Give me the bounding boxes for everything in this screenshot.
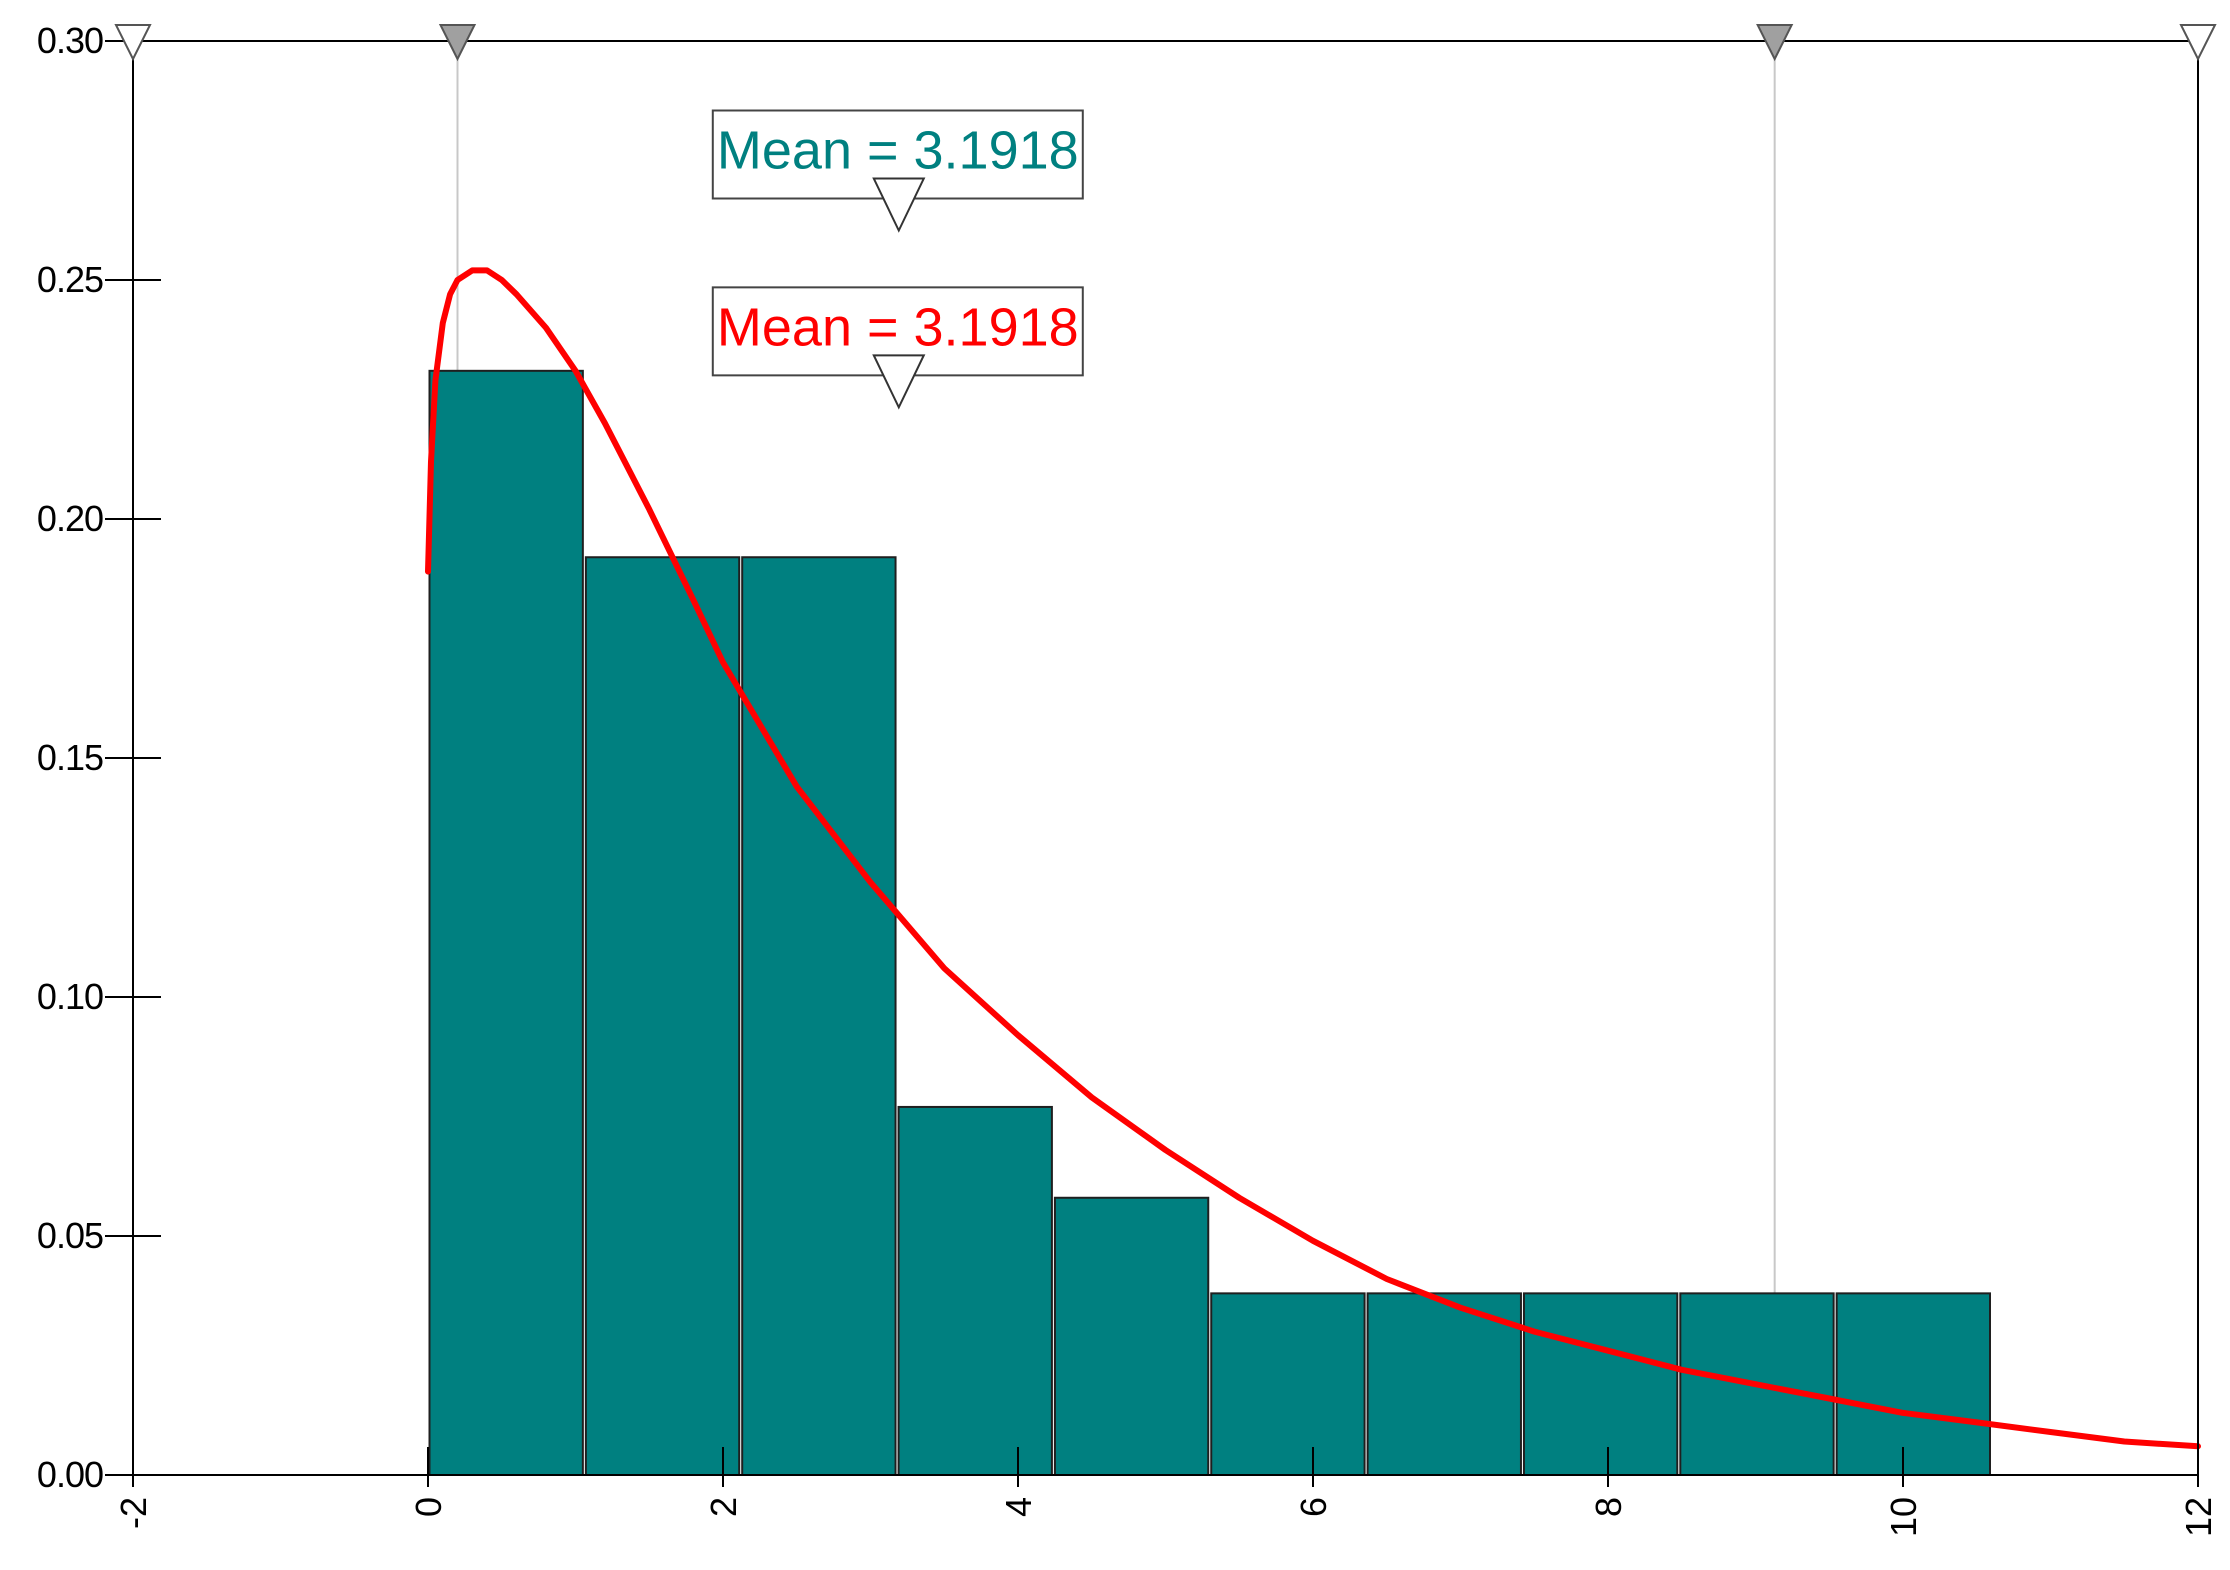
x-tick-label: 0 — [408, 1497, 449, 1517]
x-tick-label: 8 — [1588, 1497, 1629, 1517]
delimiter-marker-filled[interactable] — [438, 24, 477, 62]
x-axis-ticks: -2 0 2 4 6 8 10 12 — [113, 1447, 2219, 1537]
histogram-bar — [428, 369, 584, 1477]
y-axis-ticks: 0.00 0.05 0.10 0.15 0.20 0.25 0.30 — [37, 20, 161, 1495]
histogram-bars — [428, 369, 1992, 1477]
y-tick-label: 0.20 — [37, 498, 103, 539]
y-tick-label: 0.00 — [37, 1454, 103, 1495]
delimiter-marker-filled[interactable] — [1756, 24, 1794, 62]
histogram-bar — [1053, 1196, 1210, 1476]
delimiter-marker-open[interactable] — [114, 24, 152, 62]
histogram-bar — [1210, 1292, 1366, 1476]
x-tick-label: -2 — [113, 1497, 154, 1529]
x-tick-label: 2 — [703, 1497, 744, 1517]
x-tick-label: 6 — [1293, 1497, 1334, 1517]
mean-label-text: Mean = 3.1918 — [717, 121, 1079, 181]
x-tick-label: 12 — [2178, 1497, 2219, 1537]
histogram-bar — [897, 1105, 1053, 1476]
delimiter-marker-open[interactable] — [2179, 24, 2217, 62]
y-tick-label: 0.25 — [37, 259, 103, 300]
fitted-curve-line — [425, 267, 2201, 1450]
histogram-bar — [584, 556, 741, 1476]
mean-label-text: Mean = 3.1918 — [717, 297, 1079, 357]
mean-pointer — [872, 177, 926, 233]
fitted-curve-layer — [425, 267, 2201, 1450]
histogram-bar — [741, 556, 897, 1476]
y-tick-label: 0.30 — [37, 20, 103, 61]
x-tick-label: 10 — [1883, 1497, 1924, 1537]
y-tick-label: 0.15 — [37, 737, 103, 778]
y-tick-label: 0.05 — [37, 1215, 103, 1256]
histogram-bar — [1366, 1292, 1522, 1476]
histogram-bar — [1522, 1292, 1679, 1476]
y-tick-label: 0.10 — [37, 976, 103, 1017]
delimiter-markers[interactable] — [114, 24, 2217, 62]
histogram-bar — [1835, 1292, 1992, 1476]
mean-annotations: Mean = 3.1918 Mean = 3.1918 — [711, 109, 1084, 410]
x-tick-label: 4 — [998, 1497, 1039, 1517]
mean-pointer — [872, 354, 926, 410]
